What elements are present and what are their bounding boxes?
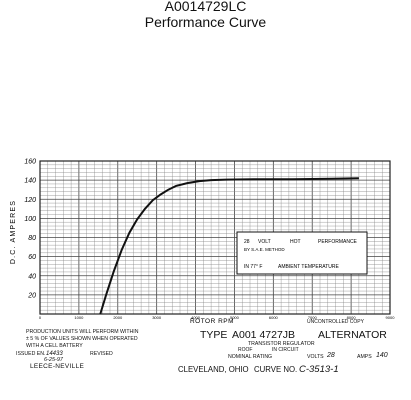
annotation-performance: PERFORMANCE — [318, 239, 358, 245]
y-tick-label: 120 — [24, 197, 36, 204]
x-tick-label: 2000 — [113, 315, 123, 320]
volts-label: VOLTS — [307, 354, 324, 360]
revised-label: REVISED — [90, 351, 113, 357]
uncontrolled-copy-label: UNCONTROLLED COPY — [307, 319, 365, 325]
nominal-rating-label: NOMINAL RATING — [228, 354, 272, 360]
x-tick-label: 1000 — [74, 315, 84, 320]
x-tick-labels: 0 1000 2000 3000 4000 5000 6000 7000 8000 9000 — [39, 315, 395, 320]
y-tick-label: 40 — [28, 273, 36, 280]
company-name: LEECE-NEVILLE — [30, 363, 84, 370]
issued-en-number: 14433 — [46, 351, 63, 357]
annotation-temperature-label: AMBIENT TEMPERATURE — [278, 264, 340, 270]
x-tick-label: 0 — [39, 315, 42, 320]
type-label: TYPE — [200, 329, 227, 341]
city-label: CLEVELAND, OHIO — [178, 365, 249, 374]
annotation-box: 28 VOLT HOT PERFORMANCE BY S.A.E. METHOD… — [236, 231, 368, 275]
y-tick-label: 100 — [24, 216, 36, 223]
curve-number-label: CURVE NO. — [254, 365, 297, 374]
series-line-amperes — [99, 177, 359, 315]
tolerance-note-line1: PRODUCTION UNITS WILL PERFORM WITHIN — [26, 329, 139, 335]
tolerance-note-line2: ± 5 % OF VALUES SHOWN WHEN OPERATED — [26, 336, 138, 342]
x-tick-label: 4000 — [191, 315, 201, 320]
x-axis-label: ROTOR RPM — [190, 318, 234, 325]
regulator-line: TRANSISTOR REGULATOR — [248, 341, 315, 347]
issued-date: 6-25-97 — [44, 357, 64, 363]
x-tick-label: 9000 — [386, 315, 396, 320]
annotation-volt-word: VOLT — [258, 239, 271, 245]
footer-block: UNCONTROLLED COPY PRODUCTION UNITS WILL … — [16, 319, 388, 375]
type-number: A001 4727JB — [232, 329, 295, 341]
chart-part-number: A0014729LC — [164, 0, 247, 14]
alternator-label: ALTERNATOR — [318, 329, 387, 341]
y-tick-label: 80 — [28, 235, 36, 242]
annotation-temperature-value: IN 77° F — [244, 264, 262, 270]
tolerance-note-line3: WITH A CELL BATTERY — [26, 343, 83, 349]
amps-value: 140 — [376, 352, 388, 359]
x-tick-label: 3000 — [152, 315, 162, 320]
x-tick-label: 7000 — [308, 315, 318, 320]
annotation-hot: HOT — [290, 239, 301, 245]
y-axis-label: D.C. AMPERES — [10, 200, 17, 264]
y-tick-labels: 20 40 60 80 100 120 140 160 — [24, 159, 36, 300]
plot-frame — [39, 160, 391, 315]
chart-subtitle: Performance Curve — [144, 14, 267, 30]
annotation-volts: 28 — [244, 239, 250, 245]
y-tick-label: 20 — [27, 292, 36, 299]
y-tick-label: 140 — [24, 178, 36, 185]
volts-value: 28 — [326, 352, 335, 359]
regulator-roof: ROOF — [238, 347, 252, 353]
amps-label: AMPS — [357, 354, 372, 360]
y-tick-label: 160 — [24, 159, 36, 166]
x-tick-label: 8000 — [347, 315, 357, 320]
x-tick-label: 6000 — [269, 315, 279, 320]
curve-number-value: C-3513-1 — [299, 364, 339, 375]
regulator-circuit: IN CIRCUIT — [272, 347, 299, 353]
annotation-method: BY S.A.E. METHOD — [244, 247, 285, 252]
y-tick-label: 60 — [28, 254, 36, 261]
x-tick-label: 5000 — [230, 315, 240, 320]
issued-label: ISSUED EN. — [16, 351, 45, 357]
